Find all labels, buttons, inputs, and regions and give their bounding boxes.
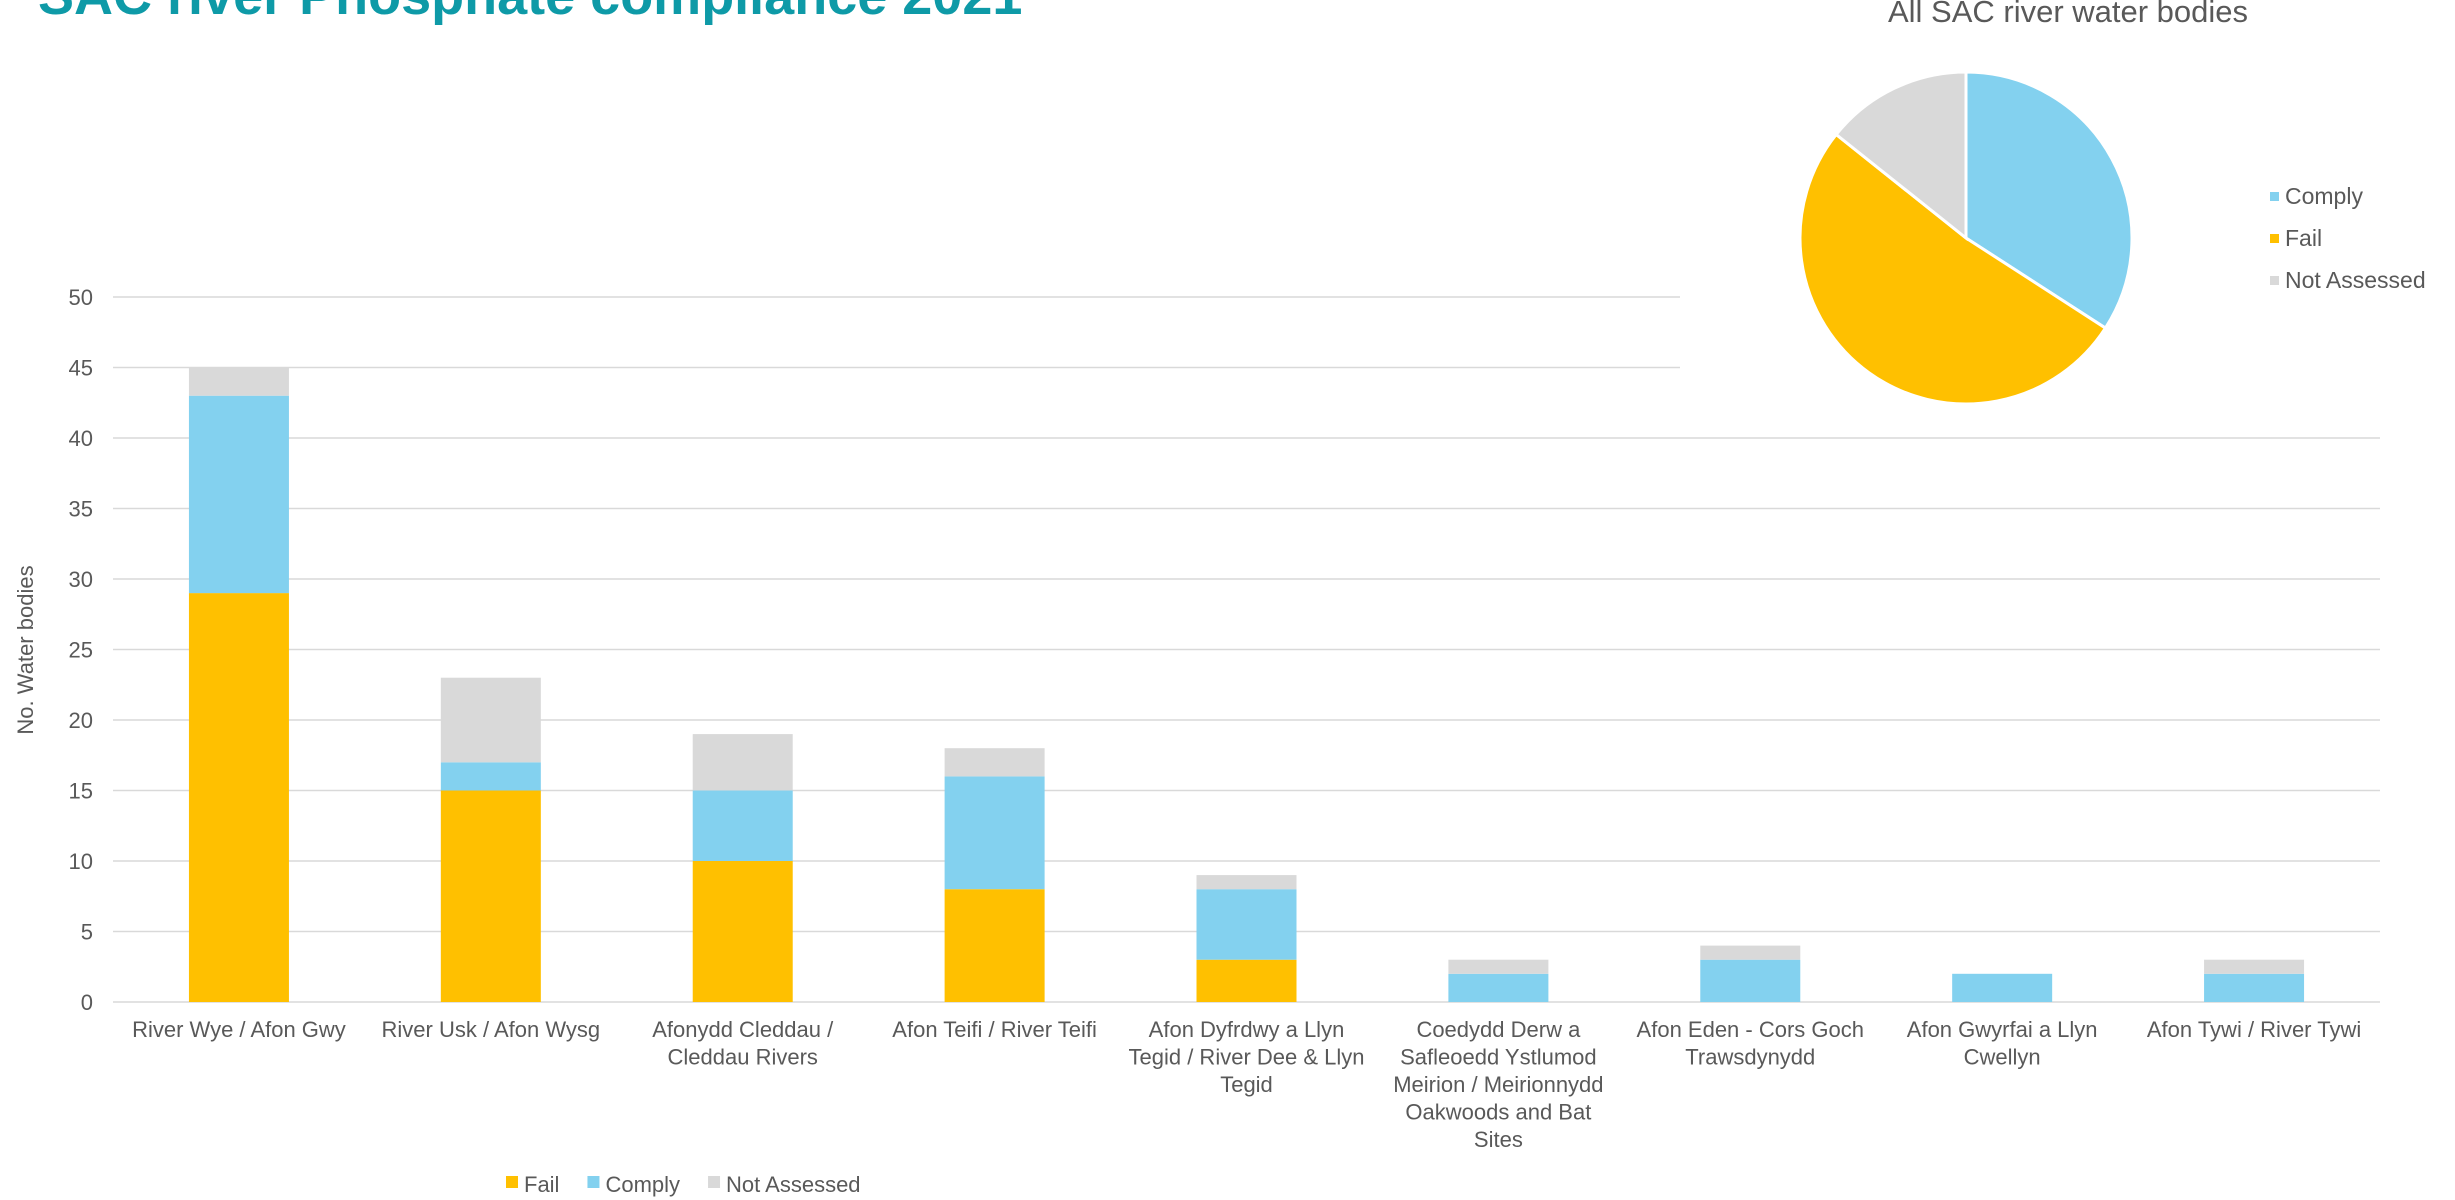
bar-segment xyxy=(692,861,793,1002)
legend-swatch xyxy=(587,1176,600,1188)
label-line: Afon Eden - Cors Goch xyxy=(1637,1017,1864,1042)
pie-title: All SAC river water bodies xyxy=(1888,0,2248,29)
bar-segment xyxy=(944,889,1045,1002)
label-line: Afon Gwyrfai a Llyn xyxy=(1907,1017,2098,1042)
legend-swatch xyxy=(2270,276,2279,285)
bar-segment xyxy=(1448,959,1549,974)
legend-swatch xyxy=(2270,234,2279,243)
bar-segment xyxy=(944,748,1045,777)
label-line: Safleoedd Ystlumod xyxy=(1400,1045,1597,1070)
label-line: Oakwoods and Bat xyxy=(1405,1100,1591,1125)
label-line: Tegid / River Dee & Llyn xyxy=(1129,1045,1365,1070)
bar-segment xyxy=(1196,959,1297,1002)
label-line: Tegid xyxy=(1220,1072,1273,1097)
bar-segment xyxy=(692,790,793,861)
x-tick-label: Coedydd Derw a Safleoedd Ystlumod Meirion … xyxy=(1393,1017,1603,1152)
bar-segment xyxy=(944,776,1045,890)
label-line: Trawsdynydd xyxy=(1685,1045,1815,1070)
y-tick-label: 25 xyxy=(69,638,93,663)
bar-segment xyxy=(1448,973,1549,1002)
legend-label: Fail xyxy=(524,1172,559,1197)
label-line: River Wye / Afon Gwy xyxy=(132,1017,346,1042)
label-line: Afon Dyfrdwy a Llyn xyxy=(1149,1017,1345,1042)
bar-segment xyxy=(440,677,541,763)
y-tick-label: 5 xyxy=(81,920,93,945)
label-line: Sites xyxy=(1474,1127,1523,1152)
bar-segment xyxy=(2204,959,2305,974)
label-line: Meirion / Meirionnydd xyxy=(1393,1072,1603,1097)
y-tick-label: 15 xyxy=(69,779,93,804)
label-line: Afon Tywi / River Tywi xyxy=(2147,1017,2361,1042)
pie-slice xyxy=(1834,70,1968,242)
bar-segment xyxy=(188,593,289,1002)
pie-slice xyxy=(1798,132,2108,406)
legend-swatch xyxy=(708,1176,721,1188)
bar-chart: 0 5 10 15 20 25 30 35 40 45 50 River Wye / Afon Gwy… xyxy=(69,285,2380,1197)
label-line: Afon Teifi / River Teifi xyxy=(892,1017,1097,1042)
bar-segment xyxy=(2204,973,2305,1002)
y-axis-label: No. Water bodies xyxy=(13,565,38,734)
bar-segment xyxy=(1700,959,1801,1002)
label-line: Cwellyn xyxy=(1964,1045,2041,1070)
y-tick-label: 10 xyxy=(69,849,93,874)
y-tick-label: 35 xyxy=(69,497,93,522)
bar-segment xyxy=(188,395,289,594)
bar-segment xyxy=(1196,875,1297,890)
x-tick-label: Afon Teifi / River Teifi xyxy=(892,1017,1097,1042)
pie-chart: Comply Fail Not Assessed xyxy=(1798,70,2426,406)
y-tick-label: 45 xyxy=(69,356,93,381)
bar-segment xyxy=(692,734,793,791)
y-tick-label: 40 xyxy=(69,426,93,451)
legend-swatch xyxy=(506,1176,518,1188)
legend-label: Comply xyxy=(605,1172,680,1197)
label-line: Afonydd Cleddau / xyxy=(652,1017,834,1042)
y-tick-label: 0 xyxy=(81,990,93,1015)
y-tick-label: 30 xyxy=(69,567,93,592)
x-tick-label: Afon Eden - Cors Goch Trawsdynydd xyxy=(1637,1017,1864,1070)
legend-swatch xyxy=(2270,192,2279,201)
x-tick-label: River Usk / Afon Wysg xyxy=(382,1017,601,1042)
y-tick-label: 50 xyxy=(69,285,93,310)
bar-segment xyxy=(1700,945,1801,960)
label-line: Coedydd Derw a xyxy=(1416,1017,1581,1042)
legend-label: Not Assessed xyxy=(2285,267,2426,293)
legend-label: Comply xyxy=(2285,183,2363,209)
bar-segment xyxy=(1196,889,1297,960)
chart-title: SAC river Phosphate compliance 2021 xyxy=(38,0,1022,26)
bar-segment xyxy=(188,367,289,396)
x-tick-label: Afon Tywi / River Tywi xyxy=(2147,1017,2361,1042)
x-tick-label: Afon Gwyrfai a Llyn Cwellyn xyxy=(1907,1017,2098,1070)
bar-segment xyxy=(440,762,541,791)
legend-label: Fail xyxy=(2285,225,2322,251)
x-tick-label: Afonydd Cleddau / Cleddau Rivers xyxy=(652,1017,834,1070)
x-tick-label: River Wye / Afon Gwy xyxy=(132,1017,346,1042)
label-line: Cleddau Rivers xyxy=(668,1045,818,1070)
label-line: River Usk / Afon Wysg xyxy=(382,1017,601,1042)
y-tick-label: 20 xyxy=(69,708,93,733)
x-tick-label: Afon Dyfrdwy a Llyn Tegid / River Dee & L… xyxy=(1129,1017,1365,1097)
bar-segment xyxy=(440,790,541,1002)
legend-label: Not Assessed xyxy=(726,1172,861,1197)
bar-segment xyxy=(1952,973,2053,1002)
